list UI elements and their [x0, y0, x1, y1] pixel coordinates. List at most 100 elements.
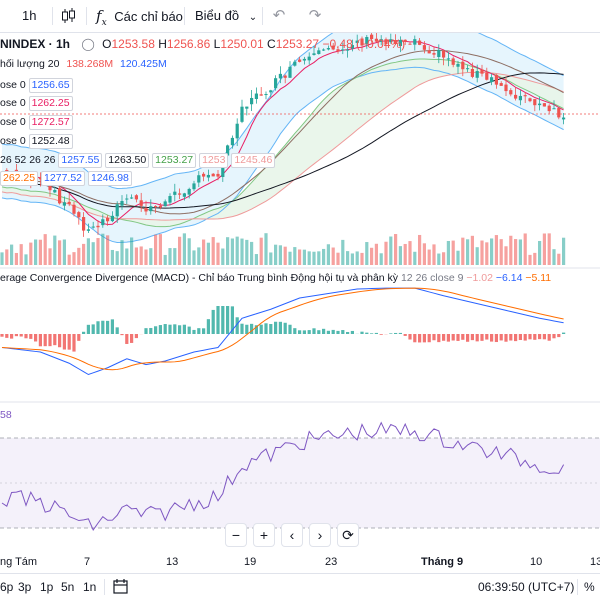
- volume-bar: [461, 238, 464, 265]
- ohlc-open: 1253.58: [111, 37, 154, 51]
- volume-bar: [53, 236, 56, 265]
- macd-histogram-bar: [413, 334, 416, 342]
- candle-body: [538, 104, 541, 105]
- candle-body: [274, 78, 277, 88]
- macd-histogram-bar: [408, 334, 411, 340]
- volume-bar: [48, 248, 51, 265]
- ichimoku-value: 1253.27: [152, 153, 196, 168]
- candle-body: [495, 75, 498, 85]
- ohlc-close: 1253.27: [276, 37, 319, 51]
- volume-bar: [144, 250, 147, 265]
- macd-histogram-bar: [509, 334, 512, 341]
- eye-icon[interactable]: ◯: [81, 37, 94, 51]
- scroll-left-button[interactable]: ‹: [282, 524, 302, 546]
- ichimoku-value: 1257.55: [58, 153, 102, 168]
- macd-histogram-bar: [279, 322, 282, 334]
- candle-body: [293, 62, 296, 66]
- chart-canvas[interactable]: [0, 32, 600, 573]
- volume-bar: [231, 238, 234, 265]
- volume-bar: [317, 251, 320, 265]
- indicators-label: Các chỉ báo: [114, 9, 183, 24]
- range-1m-button[interactable]: 1p: [40, 574, 53, 601]
- volume-bar: [552, 249, 555, 265]
- volume-bar: [351, 253, 354, 265]
- volume-bar: [154, 235, 157, 265]
- candle-body: [519, 96, 522, 100]
- zoom-out-button[interactable]: −: [226, 524, 246, 546]
- macd-histogram-bar: [39, 334, 42, 346]
- candle-body: [144, 208, 147, 211]
- chart-type-button[interactable]: Biểu đồ ⌄: [195, 0, 257, 32]
- macd-histogram-bar: [476, 334, 479, 341]
- scroll-right-button[interactable]: ›: [310, 524, 330, 546]
- range-3m-button[interactable]: 3p: [18, 574, 31, 601]
- volume-bar: [408, 241, 411, 265]
- macd-histogram-bar: [452, 334, 455, 341]
- macd-histogram-bar: [24, 334, 27, 338]
- macd-histogram-bar: [58, 334, 61, 347]
- redo-icon[interactable]: ↷: [306, 0, 324, 32]
- zoom-in-button[interactable]: +: [254, 524, 274, 546]
- macd-histogram-bar: [466, 334, 469, 342]
- x-axis-label: 7: [84, 556, 90, 568]
- candle-body: [135, 195, 138, 199]
- volume-bar: [0, 252, 3, 265]
- range-5d-button[interactable]: 5n: [61, 574, 74, 601]
- ma-label: ose 0: [0, 116, 26, 128]
- candle-body: [106, 218, 109, 221]
- macd-histogram-bar: [188, 327, 191, 334]
- candlestick-icon[interactable]: [60, 0, 80, 32]
- macd-histogram-bar: [82, 332, 85, 334]
- candle-body: [82, 217, 85, 231]
- volume-bar: [68, 255, 71, 265]
- volume-bar: [447, 241, 450, 265]
- candle-body: [543, 103, 546, 106]
- candle-body: [552, 108, 555, 109]
- volume-bar: [77, 248, 80, 265]
- volume-bar: [384, 242, 387, 265]
- volume-bar: [168, 248, 171, 265]
- clock-time[interactable]: 06:39:50 (UTC+7): [478, 574, 574, 601]
- ichimoku-value: 1245.46: [231, 153, 275, 168]
- ichimoku-value: 262.25: [0, 171, 38, 186]
- range-1d-button[interactable]: 1n: [83, 574, 96, 601]
- volume-bar: [428, 250, 431, 265]
- macd-histogram-bar: [68, 334, 71, 350]
- ma-value: 1272.57: [29, 115, 73, 130]
- interval-button[interactable]: 1h: [22, 0, 36, 32]
- volume-bar: [63, 240, 66, 265]
- indicators-button[interactable]: fx Các chỉ báo: [96, 0, 183, 32]
- macd-histogram-bar: [514, 334, 517, 341]
- macd-histogram-bar: [173, 324, 176, 334]
- volume-bar: [303, 250, 306, 265]
- volume-bar: [96, 238, 99, 265]
- macd-histogram-bar: [101, 321, 104, 334]
- macd-histogram-bar: [533, 334, 536, 340]
- macd-histogram-bar: [365, 333, 368, 334]
- macd-histogram-bar: [144, 328, 147, 334]
- date-range-icon[interactable]: [112, 574, 130, 601]
- volume-bar: [130, 237, 133, 265]
- volume-bar: [389, 237, 392, 265]
- volume-bar: [346, 251, 349, 265]
- volume-bar: [418, 235, 421, 265]
- macd-histogram-bar: [370, 333, 373, 334]
- volume-bar: [471, 236, 474, 265]
- chart-nav-controls: − + ‹ › ⟳: [224, 524, 364, 546]
- reset-chart-button[interactable]: ⟳: [338, 524, 358, 546]
- top-toolbar: 1h fx Các chỉ báo Biểu đồ ⌄ ↶ ↷: [0, 0, 600, 33]
- candle-body: [202, 174, 205, 177]
- ma-legend-1: ose 0 1256.65: [0, 78, 73, 93]
- macd-line: [2, 288, 564, 374]
- volume-bar: [509, 236, 512, 265]
- percent-toggle[interactable]: %: [584, 574, 595, 601]
- ichimoku-value: 1277.52: [41, 171, 85, 186]
- range-6m-button[interactable]: 6p: [0, 574, 13, 601]
- macd-histogram-bar: [202, 328, 205, 334]
- x-axis-label: ng Tám: [0, 556, 37, 568]
- undo-icon[interactable]: ↶: [270, 0, 288, 32]
- volume-bar: [39, 240, 42, 265]
- volume-bar: [207, 243, 210, 265]
- candle-body: [288, 67, 291, 78]
- volume-bar: [524, 233, 527, 265]
